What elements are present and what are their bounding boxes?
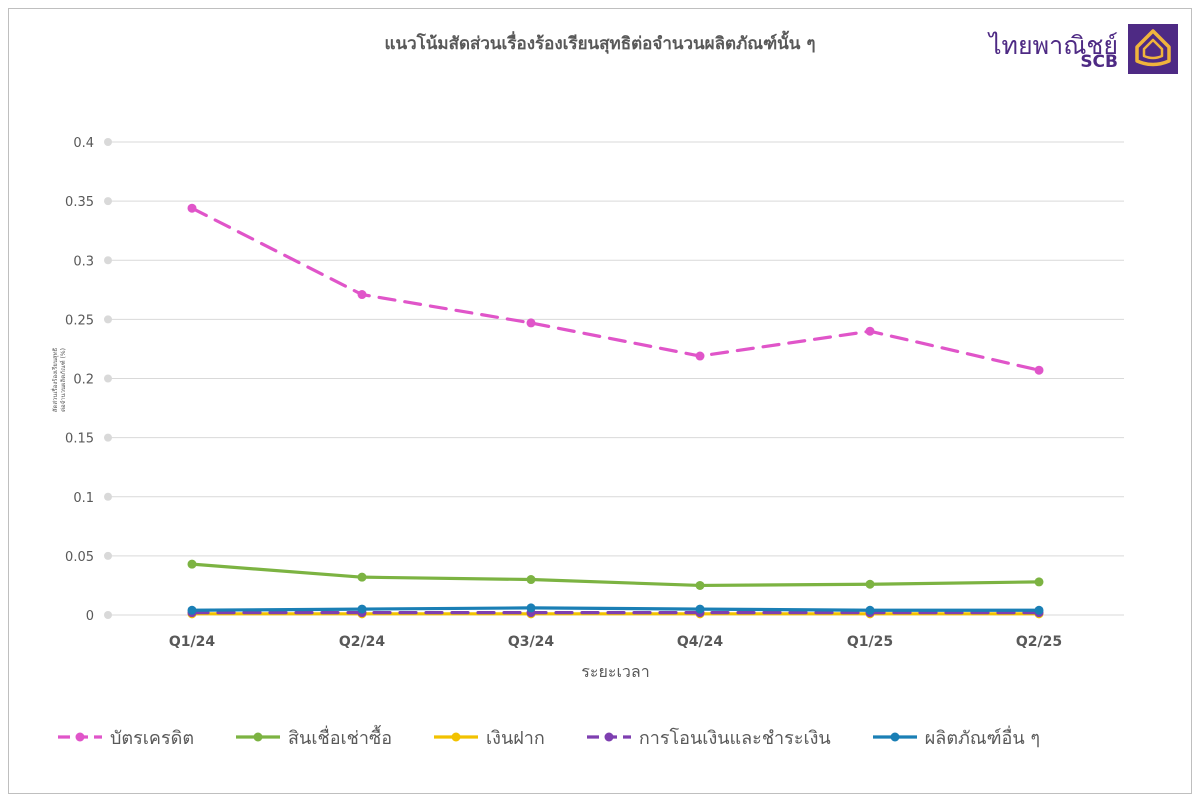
data-point <box>357 290 367 300</box>
logo-text-thai: ไทยพาณิชย์ <box>988 31 1118 60</box>
y-tick-marker <box>104 433 112 442</box>
legend-label: ผลิตภัณฑ์อื่น ๆ <box>924 727 1041 749</box>
data-point <box>865 326 875 336</box>
data-point <box>865 605 875 615</box>
y-tick-label: 0.1 <box>73 491 94 506</box>
legend-label: สินเชื่อเช่าซื้อ <box>288 727 393 749</box>
legend-label: เงินฝาก <box>486 727 545 749</box>
legend-swatch-icon <box>236 732 281 742</box>
data-point <box>1034 577 1044 587</box>
y-tick-marker <box>104 551 112 560</box>
y-tick-label: 0.35 <box>65 195 94 210</box>
legend-swatch-icon <box>434 732 479 742</box>
legend-label: บัตรเครดิต <box>110 727 195 749</box>
x-tick-label: Q1/25 <box>847 634 893 650</box>
data-point <box>526 318 536 328</box>
legend-item: เงินฝาก <box>432 723 545 752</box>
y-tick-marker <box>104 138 112 146</box>
y-tick-marker <box>104 492 112 501</box>
data-point <box>357 604 367 614</box>
data-point <box>526 575 536 585</box>
legend-swatch-icon <box>58 732 102 742</box>
x-tick-label: Q2/25 <box>1016 634 1062 650</box>
y-tick-label: 0.05 <box>65 550 94 565</box>
x-tick-label: Q3/24 <box>508 634 554 650</box>
legend-swatch-icon <box>872 732 917 742</box>
y-tick-label: 0 <box>86 609 94 624</box>
data-point <box>695 351 705 361</box>
y-tick-marker <box>104 374 112 383</box>
y-tick-marker <box>104 611 112 619</box>
logo-text-english: SCB <box>1080 52 1118 72</box>
series-line-0 <box>190 206 1041 372</box>
legend-item: บัตรเครดิต <box>56 723 194 752</box>
data-point <box>187 203 197 213</box>
x-axis-label: ระยะเวลา <box>581 662 650 681</box>
x-tick-label: Q4/24 <box>677 634 723 650</box>
scb-logo: ไทยพาณิชย์ SCB <box>989 24 1178 76</box>
chart-title: แนวโน้มสัดส่วนเรื่องร้องเรียนสุทธิต่อจำน… <box>384 34 816 54</box>
legend-label: การโอนเงินและชำระเงิน <box>638 727 831 749</box>
series-line-4 <box>190 606 1041 612</box>
legend-item: การโอนเงินและชำระเงิน <box>585 723 831 752</box>
data-point <box>187 605 197 615</box>
data-point <box>865 579 875 589</box>
data-point <box>1034 605 1044 615</box>
data-point <box>1034 365 1044 375</box>
y-tick-marker <box>104 315 112 324</box>
data-point <box>695 604 705 614</box>
y-tick-marker <box>104 256 112 265</box>
series-line-1 <box>190 562 1041 588</box>
logo-mark-icon <box>1128 24 1178 74</box>
y-tick-label: 0.25 <box>65 313 94 328</box>
legend-item: ผลิตภัณฑ์อื่น ๆ <box>871 723 1040 752</box>
y-tick-label: 0.15 <box>65 432 94 447</box>
y-tick-label: 0.3 <box>73 254 94 269</box>
legend-item: สินเชื่อเช่าซื้อ <box>234 723 392 752</box>
data-point <box>187 559 197 569</box>
data-point <box>357 572 367 582</box>
y-tick-label: 0.2 <box>73 373 94 388</box>
legend-swatch-icon <box>586 732 631 742</box>
chart-legend: บัตรเครดิต สินเชื่อเช่าซื้อ เงินฝาก การโอนเ… <box>56 722 1080 752</box>
data-point <box>695 580 705 590</box>
y-axis-label: สัดส่วนเรื่องร้องเรียนสุทธิ ต่อจำนวนผลิต… <box>52 347 67 413</box>
y-tick-marker <box>104 197 112 206</box>
data-point <box>526 603 536 613</box>
chart-frame <box>8 8 1192 794</box>
x-tick-label: Q2/24 <box>339 634 385 650</box>
x-tick-label: Q1/24 <box>169 634 215 650</box>
y-tick-label: 0.4 <box>73 136 94 151</box>
